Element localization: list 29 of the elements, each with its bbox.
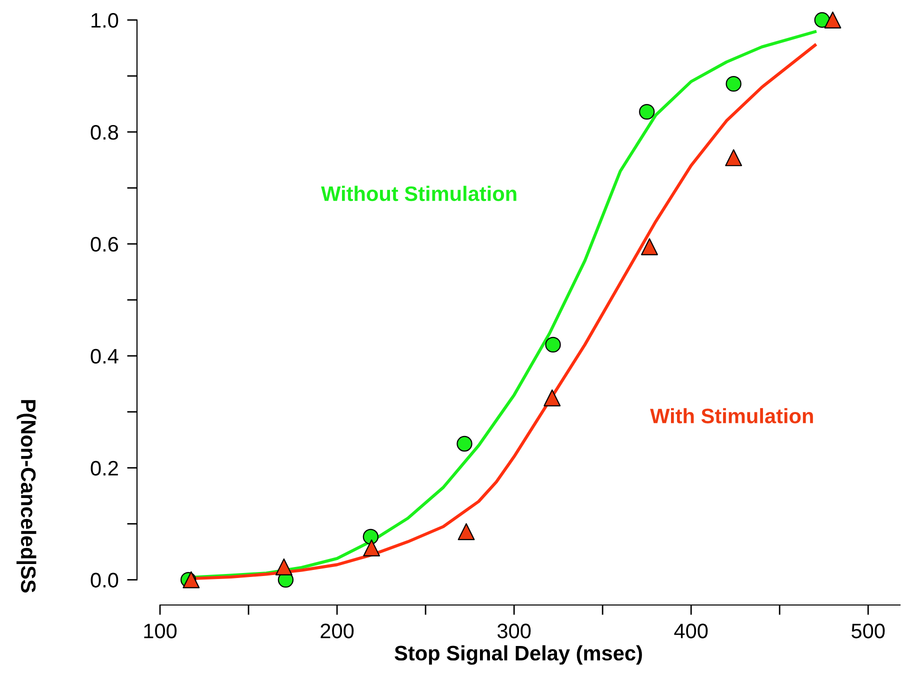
x-tick-label: 500 [852, 624, 885, 638]
x-tick-label: 400 [674, 624, 708, 638]
y-tick-label: 1.0 [92, 13, 118, 28]
x-tick-label: 100 [144, 624, 177, 638]
point [182, 571, 200, 588]
point [725, 149, 742, 166]
y-tick-label: 0.4 [90, 348, 118, 364]
point [824, 12, 842, 28]
point [362, 528, 379, 545]
x-axis-title: Stop Signal Delay (msec) [394, 645, 642, 665]
point [641, 238, 658, 256]
text: With Stimulation [650, 408, 813, 424]
text: Without Stimulation [321, 186, 516, 202]
y-tick-label: 0.2 [90, 460, 118, 476]
y-tick-label: 0.0 [90, 572, 118, 588]
point [275, 558, 292, 576]
point [458, 523, 475, 540]
point [545, 336, 561, 353]
point [726, 76, 742, 92]
point [639, 104, 655, 120]
point [363, 539, 380, 556]
y-axis-title: P(Non-Canceled|SS [16, 400, 36, 592]
x-tick-label: 300 [497, 624, 531, 638]
point [544, 389, 561, 406]
point [456, 436, 472, 452]
y-tick-label: 0.6 [90, 236, 118, 252]
point [814, 12, 830, 28]
y-tick-label: 0.8 [90, 124, 118, 140]
x-tick-label: 200 [320, 624, 354, 638]
